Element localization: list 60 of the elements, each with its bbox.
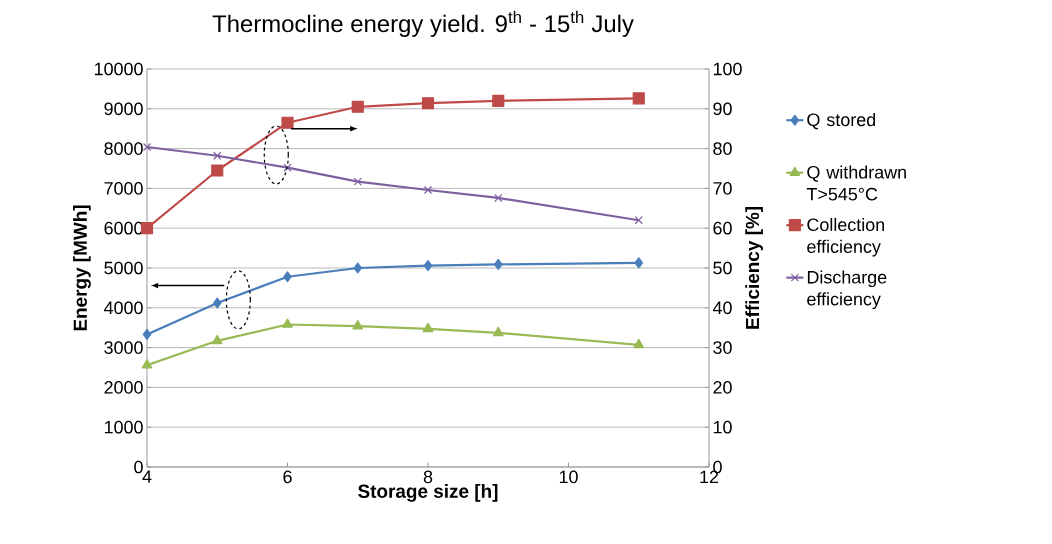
- point: [352, 320, 364, 330]
- legend-label: Collection efficiency: [807, 217, 885, 257]
- y2-tick-label: 90: [713, 102, 732, 116]
- y2-tick-label: 100: [713, 62, 742, 76]
- x-tick-label: 4: [142, 470, 152, 483]
- point: [142, 328, 152, 341]
- point: [634, 257, 644, 269]
- point: [142, 142, 152, 152]
- point: [632, 92, 645, 105]
- point: [423, 185, 433, 195]
- y2-tick-label: 40: [712, 301, 732, 315]
- y2-tick-label: 80: [713, 142, 732, 155]
- point: [211, 164, 224, 177]
- y-tick-label: 0: [134, 460, 143, 474]
- y-tick-label: 8000: [104, 142, 143, 155]
- y-tick-label: 3000: [104, 341, 143, 354]
- point: [353, 262, 363, 274]
- point: [492, 326, 504, 337]
- legend-label: Q stored: [807, 112, 876, 130]
- legend-label: Discharge efficiency: [807, 270, 887, 310]
- y-axis-title: Energy [MWh]: [73, 205, 91, 331]
- point: [213, 151, 222, 160]
- y-tick-label: 7000: [104, 182, 143, 195]
- point: [212, 297, 222, 309]
- y2-tick-label: 30: [713, 341, 732, 354]
- point: [421, 97, 435, 110]
- x-tick-label: 8: [423, 470, 433, 484]
- point: [422, 322, 434, 333]
- y2-tick-label: 10: [713, 420, 732, 434]
- point: [282, 318, 293, 328]
- y-tick-label: 2000: [104, 381, 143, 394]
- point: [211, 334, 223, 345]
- point: [283, 271, 292, 283]
- y2-tick-label: 70: [713, 182, 732, 195]
- x-axis-title: Storage size [h]: [358, 484, 498, 502]
- point: [353, 177, 362, 186]
- point: [351, 100, 364, 113]
- y2-axis-title: Efficiency [%]: [745, 207, 763, 329]
- x-tick-label: 10: [559, 470, 578, 484]
- point: [281, 116, 294, 129]
- point: [283, 163, 292, 172]
- point: [141, 359, 153, 369]
- y-tick-label: 10000: [94, 62, 143, 76]
- legend-label: Q withdrawn T>545°C: [806, 165, 906, 201]
- x-tick-label: 6: [283, 470, 292, 484]
- y-tick-label: 1000: [104, 420, 143, 434]
- y2-tick-label: 60: [713, 221, 732, 235]
- point: [423, 260, 433, 272]
- y-tick-label: 5000: [104, 261, 143, 275]
- point: [634, 216, 643, 225]
- chart-title: Thermocline energy yield. 9$^{th}$ - 15$^{th}$ July: [212, 10, 634, 37]
- y2-tick-label: 50: [713, 261, 732, 275]
- point: [494, 193, 503, 203]
- y2-tick-label: 20: [713, 381, 732, 394]
- y-tick-label: 9000: [104, 102, 143, 116]
- point: [140, 222, 154, 235]
- point: [493, 258, 503, 270]
- point: [492, 94, 505, 107]
- y-tick-label: 4000: [104, 301, 143, 315]
- point: [633, 338, 645, 349]
